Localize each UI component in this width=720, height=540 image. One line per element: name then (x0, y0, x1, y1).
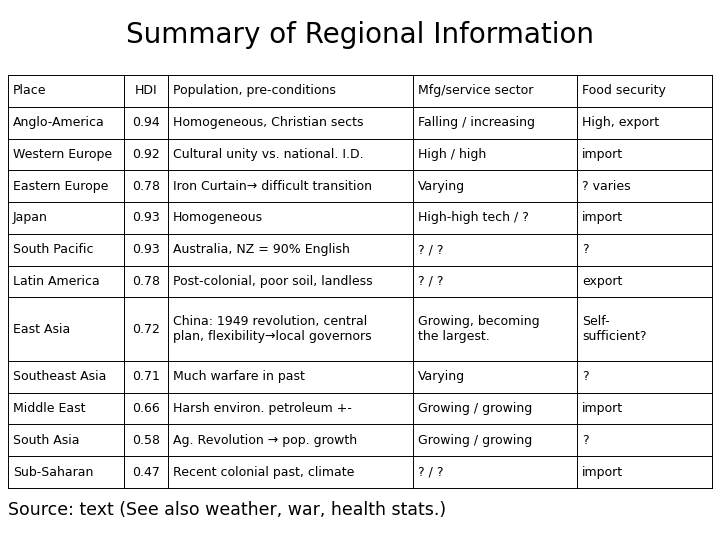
Text: Cultural unity vs. national. I.D.: Cultural unity vs. national. I.D. (173, 148, 364, 161)
Text: Latin America: Latin America (13, 275, 100, 288)
Text: ? / ?: ? / ? (418, 465, 444, 478)
Text: High-high tech / ?: High-high tech / ? (418, 212, 528, 225)
Text: Post-colonial, poor soil, landless: Post-colonial, poor soil, landless (173, 275, 372, 288)
Text: HDI: HDI (135, 84, 157, 97)
Text: Growing / growing: Growing / growing (418, 402, 532, 415)
Text: Falling / increasing: Falling / increasing (418, 116, 535, 129)
Text: High / high: High / high (418, 148, 486, 161)
Text: 0.93: 0.93 (132, 243, 160, 256)
Text: ?: ? (582, 434, 588, 447)
Text: 0.92: 0.92 (132, 148, 160, 161)
Text: Homogeneous, Christian sects: Homogeneous, Christian sects (173, 116, 364, 129)
Text: East Asia: East Asia (13, 323, 71, 336)
Text: ? varies: ? varies (582, 180, 631, 193)
Text: Mfg/service sector: Mfg/service sector (418, 84, 534, 97)
Text: 0.72: 0.72 (132, 323, 160, 336)
Text: South Asia: South Asia (13, 434, 79, 447)
Text: Eastern Europe: Eastern Europe (13, 180, 109, 193)
Text: 0.93: 0.93 (132, 212, 160, 225)
Text: 0.78: 0.78 (132, 180, 160, 193)
Text: import: import (582, 402, 623, 415)
Text: Much warfare in past: Much warfare in past (173, 370, 305, 383)
Text: Summary of Regional Information: Summary of Regional Information (126, 21, 594, 49)
Text: Growing / growing: Growing / growing (418, 434, 532, 447)
Text: Varying: Varying (418, 370, 465, 383)
Text: import: import (582, 465, 623, 478)
Text: 0.58: 0.58 (132, 434, 160, 447)
Text: ?: ? (582, 243, 588, 256)
Text: Homogeneous: Homogeneous (173, 212, 263, 225)
Text: Anglo-America: Anglo-America (13, 116, 104, 129)
Text: Recent colonial past, climate: Recent colonial past, climate (173, 465, 354, 478)
Text: import: import (582, 148, 623, 161)
Text: High, export: High, export (582, 116, 659, 129)
Text: Growing, becoming
the largest.: Growing, becoming the largest. (418, 315, 539, 343)
Text: export: export (582, 275, 622, 288)
Text: Japan: Japan (13, 212, 48, 225)
Text: 0.71: 0.71 (132, 370, 160, 383)
Text: ? / ?: ? / ? (418, 243, 444, 256)
Text: Food security: Food security (582, 84, 666, 97)
Text: Southeast Asia: Southeast Asia (13, 370, 107, 383)
Text: Varying: Varying (418, 180, 465, 193)
Text: ? / ?: ? / ? (418, 275, 444, 288)
Text: Ag. Revolution → pop. growth: Ag. Revolution → pop. growth (173, 434, 357, 447)
Text: 0.78: 0.78 (132, 275, 160, 288)
Text: ?: ? (582, 370, 588, 383)
Text: 0.47: 0.47 (132, 465, 160, 478)
Text: Sub-Saharan: Sub-Saharan (13, 465, 94, 478)
Text: Harsh environ. petroleum +-: Harsh environ. petroleum +- (173, 402, 351, 415)
Text: 0.94: 0.94 (132, 116, 160, 129)
Text: Middle East: Middle East (13, 402, 86, 415)
Text: China: 1949 revolution, central
plan, flexibility→local governors: China: 1949 revolution, central plan, fl… (173, 315, 372, 343)
Text: Australia, NZ = 90% English: Australia, NZ = 90% English (173, 243, 350, 256)
Text: Western Europe: Western Europe (13, 148, 112, 161)
Text: 0.66: 0.66 (132, 402, 160, 415)
Text: South Pacific: South Pacific (13, 243, 94, 256)
Text: Iron Curtain→ difficult transition: Iron Curtain→ difficult transition (173, 180, 372, 193)
Text: Source: text (See also weather, war, health stats.): Source: text (See also weather, war, hea… (8, 501, 446, 519)
Text: Place: Place (13, 84, 47, 97)
Text: Population, pre-conditions: Population, pre-conditions (173, 84, 336, 97)
Text: import: import (582, 212, 623, 225)
Text: Self-
sufficient?: Self- sufficient? (582, 315, 647, 343)
